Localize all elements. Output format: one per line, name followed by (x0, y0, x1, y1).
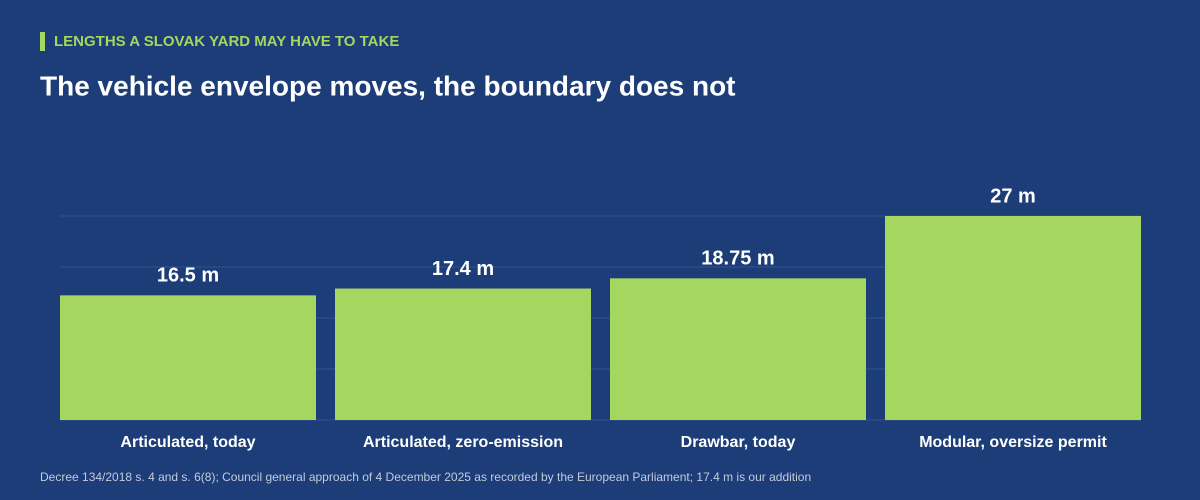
kicker: LENGTHS A SLOVAK YARD MAY HAVE TO TAKE (54, 33, 399, 50)
kicker-accent (40, 32, 45, 51)
value-label: 16.5 m (157, 265, 219, 287)
x-tick-label: Modular, oversize permit (919, 434, 1107, 451)
value-label: 17.4 m (432, 258, 494, 280)
bar (60, 295, 316, 420)
x-tick-label: Drawbar, today (681, 434, 796, 451)
bar (335, 288, 591, 420)
bar (885, 216, 1141, 420)
x-tick-label: Articulated, today (120, 434, 255, 451)
x-tick-label: Articulated, zero-emission (363, 434, 563, 451)
bar (610, 278, 866, 420)
value-label: 18.75 m (701, 248, 774, 270)
chart-title: The vehicle envelope moves, the boundary… (40, 70, 736, 101)
value-label: 27 m (990, 185, 1036, 207)
footnote: Decree 134/2018 s. 4 and s. 6(8); Counci… (40, 470, 811, 484)
